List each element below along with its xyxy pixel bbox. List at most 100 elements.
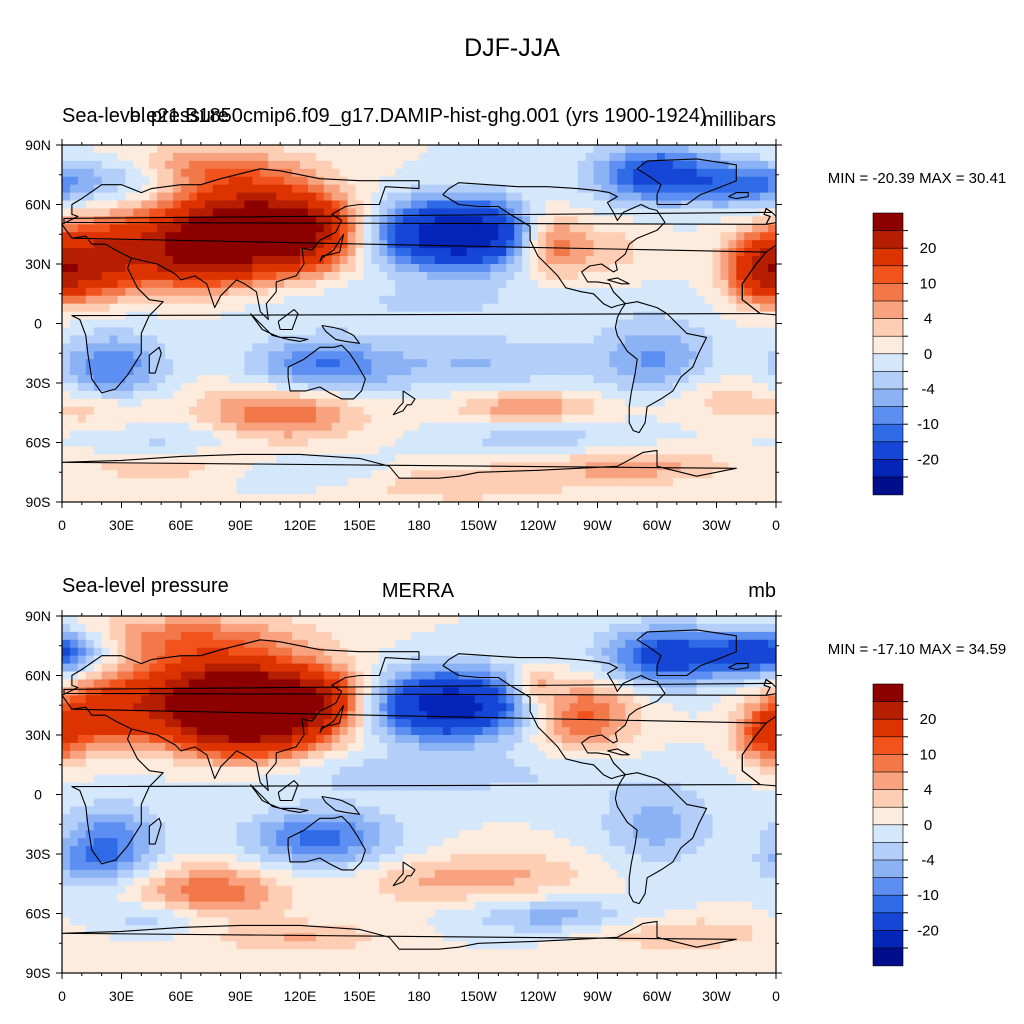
lat-label: 0: [34, 316, 42, 332]
lon-label: 30W: [702, 988, 732, 1004]
colorbar-swatch: [872, 423, 904, 443]
colorbar-swatch: [872, 406, 904, 425]
coast-greenland: [636, 629, 737, 677]
coast-japan: [319, 233, 345, 263]
panel-units: millibars: [703, 109, 776, 131]
coast-new-guinea: [321, 795, 361, 815]
coast-greenland: [636, 158, 737, 206]
colorbar-swatch: [872, 912, 904, 931]
lon-label: 0: [58, 988, 66, 1004]
colorbar-swatch: [872, 212, 904, 232]
colorbar-label: -4: [921, 852, 934, 869]
coast-africa-eurasia-wrap: [741, 695, 776, 787]
panel-center-title: b.e21.B1850cmip6.f09_g17.DAMIP-hist-ghg.…: [129, 105, 706, 127]
colorbar-swatch: [872, 300, 904, 320]
coast-asia: [62, 168, 420, 321]
colorbar-swatch: [872, 283, 904, 302]
coast-north-america: [442, 182, 666, 309]
colorbar-swatch: [872, 806, 904, 826]
coast-antarctica: [62, 449, 737, 479]
colorbar-swatch: [872, 877, 904, 896]
colorbar-label: -4: [921, 381, 934, 398]
lon-label: 150E: [343, 988, 376, 1004]
coast-madagascar: [148, 817, 162, 845]
coast-new-zealand: [392, 390, 416, 416]
coast-africa-eurasia-wrap: [741, 224, 776, 316]
coast-indonesia: [249, 313, 309, 342]
lon-label: 150W: [460, 988, 497, 1004]
colorbar-label: 4: [924, 782, 932, 799]
colorbar-label: 20: [920, 711, 937, 728]
colorbar-swatch: [872, 247, 904, 267]
lon-label: 90E: [228, 517, 253, 533]
colorbar-swatch: [872, 824, 904, 843]
coast-australia: [287, 344, 366, 400]
lon-label: 60W: [643, 517, 673, 533]
coast-north-america: [442, 653, 666, 780]
lon-label: 60W: [643, 988, 673, 1004]
coastlines: [62, 158, 776, 479]
lon-label: 150W: [460, 517, 497, 533]
colorbar-swatch: [872, 754, 904, 773]
lat-label: 30S: [26, 375, 51, 391]
colorbar: 20 10 4 0 -4 -10 -20: [872, 683, 939, 967]
colorbar-swatch: [872, 859, 904, 879]
lon-label: 60E: [169, 517, 194, 533]
colorbar-swatch: [872, 388, 904, 408]
colorbar-swatch: [872, 335, 904, 355]
figure-title: DJF-JJA: [464, 34, 560, 62]
panel-merra: Sea-level pressure MERRA mb 90N 60N 30N 0 30…: [25, 575, 1006, 1004]
colorbar-swatch: [872, 771, 904, 791]
coast-cuba: [607, 748, 630, 756]
contour-fill: [62, 145, 776, 502]
colorbar-swatch: [872, 459, 904, 478]
lon-label: 0: [58, 517, 66, 533]
lat-label: 30N: [25, 256, 51, 272]
coast-uk-wrap: [763, 678, 776, 696]
lon-label: 120E: [284, 988, 317, 1004]
lat-label: 60S: [26, 906, 51, 922]
coast-new-guinea: [321, 324, 361, 344]
lon-label: 30W: [702, 517, 732, 533]
lon-label: 180: [407, 517, 431, 533]
colorbar-label: 20: [920, 240, 937, 257]
coast-iceland: [728, 663, 749, 671]
lat-label: 90N: [25, 608, 51, 624]
coast-japan: [319, 704, 345, 734]
lat-label: 90N: [25, 137, 51, 153]
panel-left-title: Sea-level pressure: [62, 575, 229, 597]
coast-borneo: [277, 780, 299, 802]
colorbar-swatch: [872, 736, 904, 755]
lon-label: 120W: [520, 988, 557, 1004]
lat-label: 90S: [26, 494, 51, 510]
map-plot: [62, 145, 776, 502]
lon-label: 30E: [109, 517, 134, 533]
colorbar-swatch: [872, 930, 904, 949]
colorbar-swatch: [872, 230, 904, 249]
colorbar-label: -20: [917, 451, 939, 468]
colorbar-swatch: [872, 476, 904, 496]
lat-label: 90S: [26, 965, 51, 981]
coast-borneo: [277, 309, 299, 331]
lat-label: 60N: [25, 197, 51, 213]
coast-cuba: [607, 277, 630, 285]
colorbar-swatch: [872, 718, 904, 738]
colorbar-label: 0: [924, 346, 932, 363]
lon-label: 30E: [109, 988, 134, 1004]
lon-label: 90E: [228, 988, 253, 1004]
lat-label: 30S: [26, 846, 51, 862]
colorbar-label: 10: [920, 275, 937, 292]
colorbar-label: 10: [920, 746, 937, 763]
coast-madagascar: [148, 346, 162, 374]
lon-label: 120W: [520, 517, 557, 533]
colorbar-label: -10: [917, 416, 939, 433]
map-axes: 90N 60N 30N 0 30S 60S 90S 0 30E 60E 90E 120E 150E 180…: [25, 137, 782, 533]
lat-label: 60N: [25, 668, 51, 684]
lat-label: 0: [34, 787, 42, 803]
colorbar-swatch: [872, 371, 904, 390]
colorbar-swatch: [872, 842, 904, 861]
colorbar-swatch: [872, 947, 904, 967]
coast-uk-wrap: [763, 207, 776, 225]
colorbar-label: 4: [924, 311, 932, 328]
